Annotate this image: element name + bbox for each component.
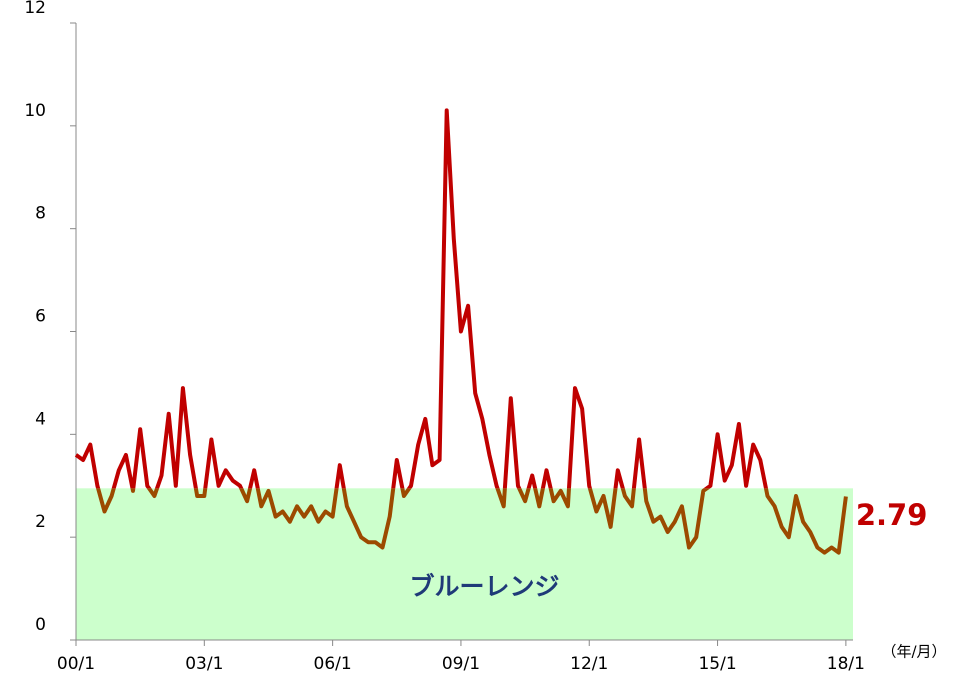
x-tick-label: 06/1 [314,654,352,674]
y-tick-label: 2 [35,512,46,532]
band-label: ブルーレンジ [409,572,559,601]
x-unit: （年/月） [881,643,946,661]
x-tick-label: 03/1 [185,654,223,674]
y-tick-label: 8 [35,204,46,224]
x-tick-label: 12/1 [570,654,608,674]
x-tick-label: 09/1 [442,654,480,674]
blue-range-band [76,488,853,640]
series-line [74,108,769,489]
x-tick-label: 18/1 [827,654,865,674]
last-value-label: 2.79 [856,498,928,532]
y-tick-label: 0 [35,615,46,635]
y-tick-label: 10 [24,101,46,121]
x-tick-label: 15/1 [698,654,736,674]
x-tick-label: 00/1 [57,654,95,674]
y-tick-label: 4 [35,409,46,429]
y-tick-label: 12 [24,0,46,18]
y-tick-label: 6 [35,307,46,327]
series-line-in-range [96,488,848,555]
